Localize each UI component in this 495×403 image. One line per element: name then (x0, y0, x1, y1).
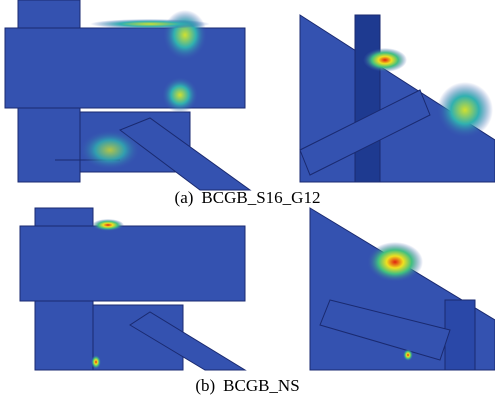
caption-text: BCGB_NS (223, 376, 300, 395)
stress-contour (90, 19, 210, 29)
caption-text: BCGB_S16_G12 (201, 188, 320, 207)
stress-contour (363, 48, 407, 72)
caption: (b) BCGB_NS (0, 376, 495, 396)
stress-contour (162, 77, 198, 113)
caption-label: (b) (195, 376, 215, 395)
caption: (a) BCGB_S16_G12 (0, 188, 495, 208)
panel-b-right (310, 208, 495, 370)
figure: (a) BCGB_S16_G12 (b) BCGB_NS (0, 0, 495, 403)
stress-contour (163, 10, 207, 60)
caption-label: (a) (175, 188, 194, 207)
stress-contour (367, 242, 423, 282)
stress-contour (437, 82, 493, 138)
stress-contour (91, 355, 101, 369)
stress-contour (403, 349, 413, 361)
stress-contour (92, 219, 124, 231)
panel-b-left (20, 208, 245, 370)
stress-contour (80, 130, 140, 170)
